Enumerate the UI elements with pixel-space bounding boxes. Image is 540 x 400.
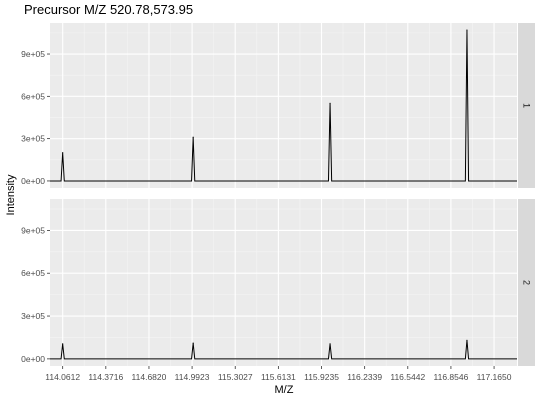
y-tick-label: 0e+00 — [21, 176, 45, 186]
x-tick-label: 115.3027 — [218, 372, 253, 382]
y-tick-label: 0e+00 — [21, 354, 45, 364]
y-axis-title: Intensity — [5, 174, 17, 215]
facet-strip — [518, 199, 535, 366]
y-tick-label: 9e+05 — [21, 225, 45, 235]
peak-point — [62, 152, 64, 154]
x-tick-label: 114.6820 — [132, 372, 167, 382]
panel-background — [50, 199, 517, 366]
peak-point — [329, 343, 331, 345]
facet-panels: 0e+00 3e+05 6e+05 9e+05 1 0e+00 3e+05 6e+05 9e+0… — [21, 23, 535, 366]
y-tick-label: 3e+05 — [21, 311, 45, 321]
x-tick-label: 115.9235 — [304, 372, 339, 382]
x-tick-label: 114.0612 — [45, 372, 80, 382]
y-tick-label: 3e+05 — [21, 134, 45, 144]
x-axis: 114.0612 114.3716 114.6820 114.9923 115.3027… — [45, 366, 512, 382]
peak-point — [466, 29, 468, 31]
spectrum-line — [50, 340, 517, 360]
peak-point — [192, 342, 194, 344]
peak-point — [192, 136, 194, 138]
x-tick-label: 116.5442 — [390, 372, 425, 382]
y-tick-label: 9e+05 — [21, 49, 45, 59]
facet-strip — [518, 23, 535, 188]
facet-panel-1: 0e+00 3e+05 6e+05 9e+05 1 — [21, 23, 535, 188]
peak-point — [62, 343, 64, 345]
facet-panel-2: 0e+00 3e+05 6e+05 9e+05 2 — [21, 199, 535, 366]
x-tick-label: 114.3716 — [88, 372, 123, 382]
y-tick-label: 6e+05 — [21, 91, 45, 101]
x-tick-label: 117.1650 — [477, 372, 512, 382]
facet-strip-label: 1 — [522, 103, 532, 108]
x-tick-label: 115.6131 — [261, 372, 296, 382]
peak-point — [329, 102, 331, 104]
x-axis-title: M/Z — [275, 384, 294, 396]
x-tick-label: 114.9923 — [175, 372, 210, 382]
peak-point — [466, 339, 468, 341]
panel-background — [50, 23, 517, 188]
x-tick-label: 116.2339 — [347, 372, 382, 382]
spectrum-line — [50, 30, 517, 182]
y-tick-label: 6e+05 — [21, 268, 45, 278]
facet-strip-label: 2 — [522, 280, 532, 285]
x-tick-label: 116.8546 — [434, 372, 469, 382]
chart-title: Precursor M/Z 520.78,573.95 — [24, 2, 193, 17]
